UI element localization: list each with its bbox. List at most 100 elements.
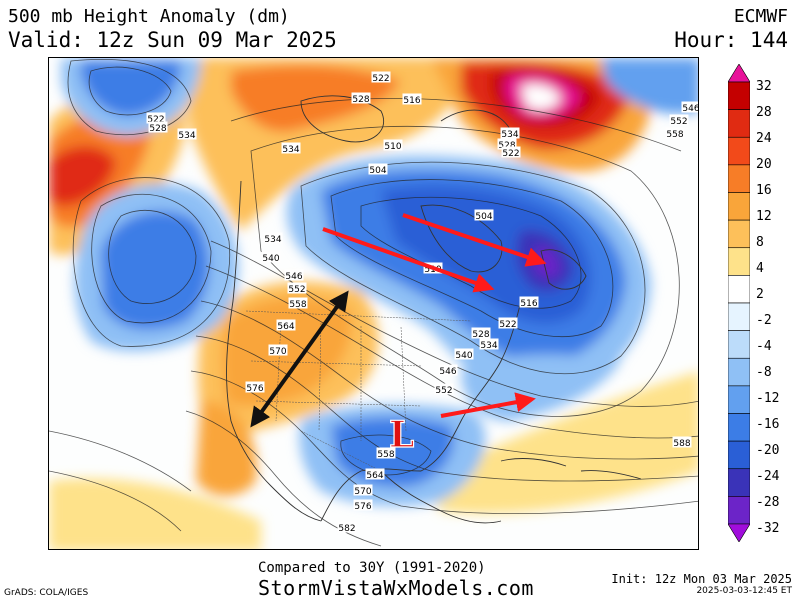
- colorbar-swatch: [727, 164, 751, 193]
- contour-label-text: 546: [682, 104, 699, 114]
- colorbar-tick-label: -24: [756, 469, 780, 484]
- contour-label-text: 576: [246, 384, 263, 394]
- contour-label: 528: [351, 92, 371, 105]
- contour-label: 576: [245, 381, 265, 394]
- contour-label-text: 534: [501, 130, 518, 140]
- contour-label: 522: [501, 146, 521, 159]
- colorbar-tick-label: 8: [756, 235, 764, 250]
- contour-label: 534: [500, 127, 520, 140]
- contour-label: 558: [376, 447, 396, 460]
- contour-label-text: 522: [147, 115, 164, 125]
- low-pressure-marker: L: [389, 414, 414, 456]
- contour-label: 534: [177, 128, 197, 141]
- contour-label: 516: [402, 93, 422, 106]
- contour-label: 528: [148, 121, 168, 134]
- contour-label: 528: [497, 138, 517, 151]
- colorbar-tick-label: 2: [756, 287, 764, 302]
- colorbar-tick-label: -16: [756, 417, 780, 432]
- contour-label-text: 522: [499, 320, 516, 330]
- contour-label: 558: [288, 297, 308, 310]
- contour-label: 522: [498, 317, 518, 330]
- contour-label: 528: [471, 327, 491, 340]
- colorbar-tick-label: 20: [756, 157, 772, 172]
- contour-label-text: 522: [502, 149, 519, 159]
- colorbar-tick-label: 12: [756, 209, 772, 224]
- colorbar-tick-label: 16: [756, 183, 772, 198]
- map-title: 500 mb Height Anomaly (dm): [8, 6, 290, 27]
- contour-label-text: 564: [366, 471, 383, 481]
- grads-credit: GrADS: COLA/IGES: [4, 588, 89, 598]
- colorbar-tick-label: -32: [756, 521, 780, 536]
- colorbar-swatch: [727, 219, 751, 249]
- contour-label: 564: [276, 319, 296, 332]
- contour-label: 552: [434, 383, 454, 396]
- site-name: StormVistaWxModels.com: [258, 576, 534, 600]
- contour-label-text: 558: [666, 130, 683, 140]
- contour-label-text: 570: [269, 347, 286, 357]
- colorbar-tick-label: 28: [756, 105, 772, 120]
- colorbar-swatch: [727, 302, 751, 331]
- colorbar-swatch: [727, 413, 751, 442]
- colorbar-tick-label: -2: [756, 313, 772, 328]
- contour-label-text: 558: [377, 450, 394, 460]
- colorbar-swatch: [727, 496, 751, 525]
- contour-label: 534: [263, 232, 283, 245]
- colorbar-tick-label: -8: [756, 365, 772, 380]
- arrow-trough-1: [322, 227, 495, 293]
- init-time: Init: 12z Mon 03 Mar 2025: [611, 572, 792, 586]
- colorbar-tick-label: -20: [756, 443, 780, 458]
- timestamp: 2025-03-03-12:45 ET: [696, 586, 792, 596]
- valid-time: Valid: 12z Sun 09 Mar 2025: [8, 28, 337, 52]
- colorbar-tick-label: -12: [756, 391, 780, 406]
- contour-label-text: 546: [439, 367, 456, 377]
- contour-label: 564: [365, 468, 385, 481]
- colorbar: [727, 63, 751, 543]
- contour-label: 588: [672, 436, 692, 449]
- contour-label-text: 552: [435, 386, 452, 396]
- contour-label: 570: [268, 344, 288, 357]
- colorbar-tick-label: 24: [756, 131, 772, 146]
- contour-label: 522: [146, 112, 166, 125]
- contour-label-text: 534: [178, 131, 195, 141]
- contour-label: 576: [353, 499, 373, 512]
- colorbar-tick-label: 32: [756, 79, 772, 94]
- contour-label-text: 528: [498, 141, 515, 151]
- contour-label: 582: [337, 521, 357, 534]
- colorbar-swatch: [727, 247, 751, 276]
- coastlines: [226, 95, 642, 524]
- contour-label: 534: [479, 338, 499, 351]
- contour-label-text: 516: [403, 96, 420, 106]
- contour-label: 546: [681, 101, 699, 114]
- colorbar-swatch: [727, 81, 751, 110]
- colorbar-swatch: [727, 523, 751, 543]
- anomaly-map: 522 528 516 534 510 504 522 528 534 534 528 522 546 5…: [48, 57, 699, 550]
- colorbar-swatch: [727, 192, 751, 221]
- colorbar-swatch: [727, 357, 751, 387]
- contour-label-text: 534: [264, 235, 281, 245]
- contour-label-text: 528: [149, 124, 166, 134]
- contour-label-text: 516: [520, 299, 537, 309]
- contour-label: 510: [383, 139, 403, 152]
- contour-label-text: 576: [354, 502, 371, 512]
- contour-label-text: 570: [354, 487, 371, 497]
- contour-label-text: 558: [289, 300, 306, 310]
- contour-label: 516: [519, 296, 539, 309]
- contour-label: 522: [371, 71, 391, 84]
- contour-label-text: 552: [288, 285, 305, 295]
- ridge-axis-arrow: [250, 290, 349, 428]
- contour-label-text: 540: [455, 351, 472, 361]
- climatology-note: Compared to 30Y (1991-2020): [258, 560, 486, 576]
- contour-label-text: 582: [338, 524, 355, 534]
- colorbar-tick-label: -28: [756, 495, 780, 510]
- arrow-trough-2: [402, 213, 547, 267]
- colorbar-swatch: [727, 440, 751, 470]
- contour-label: 552: [287, 282, 307, 295]
- contour-label-text: 588: [673, 439, 690, 449]
- contour-label: 534: [281, 142, 301, 155]
- contour-label-text: 546: [285, 272, 302, 282]
- colorbar-swatch: [727, 63, 751, 83]
- trough-arrows: [322, 213, 547, 418]
- contour-label-text: 504: [475, 212, 492, 222]
- contour-label-text: 534: [480, 341, 497, 351]
- contour-label-text: 528: [352, 95, 369, 105]
